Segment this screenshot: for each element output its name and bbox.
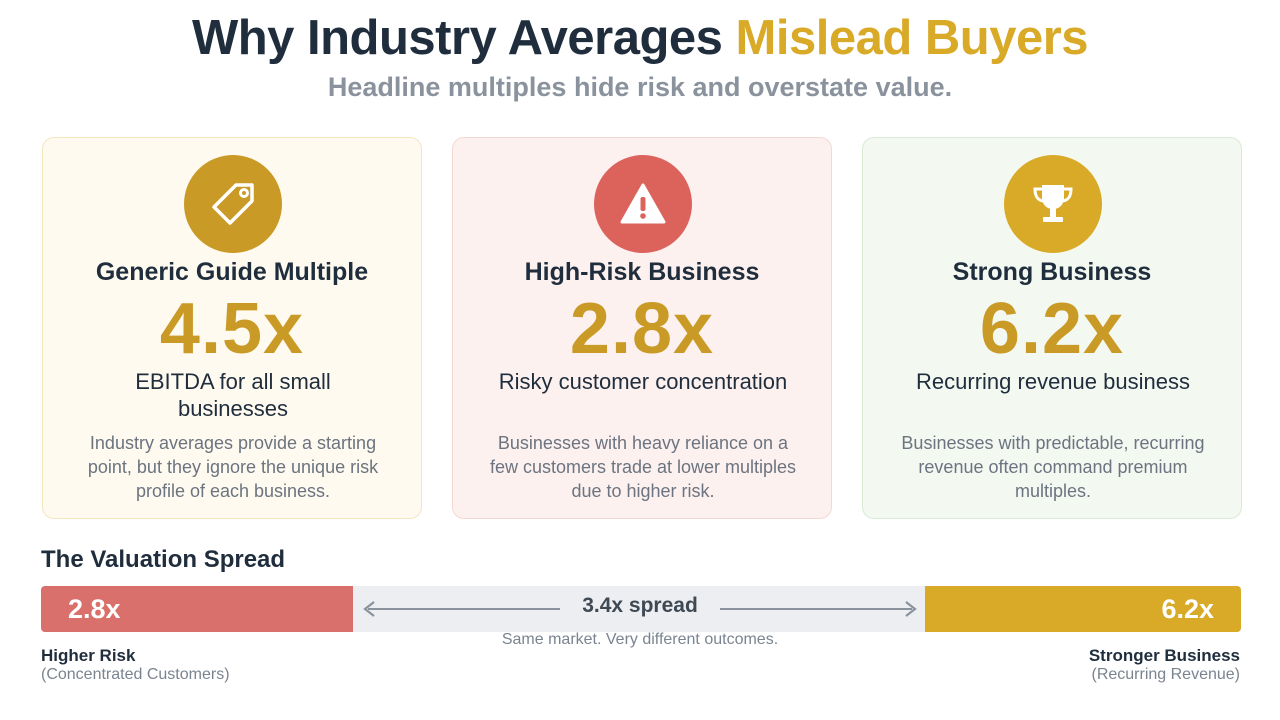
card-description: Recurring revenue business: [916, 369, 1190, 394]
card-body: Businesses with predictable, recurring r…: [901, 433, 1205, 501]
tag-icon: [212, 183, 254, 225]
spread-right-sublabel: (Recurring Revenue): [1091, 666, 1240, 683]
card-description: Risky customer concentration: [498, 369, 788, 394]
trophy-icon-circle: [1004, 155, 1102, 253]
card-multiple: 2.8x: [569, 289, 715, 369]
warning-icon-circle: [594, 155, 692, 253]
spread-bar: [41, 586, 1241, 632]
spread-label: 3.4x spread: [560, 594, 720, 618]
spread-bar-high: [925, 586, 1241, 632]
card-title: High-Risk Business: [524, 258, 760, 286]
spread-left-sublabel: (Concentrated Customers): [41, 666, 230, 683]
spread-left-label: Higher Risk: [41, 646, 136, 665]
card-description: EBITDA for all small businesses: [135, 369, 331, 421]
spread-title: The Valuation Spread: [41, 546, 286, 573]
title-accent: Mislead Buyers: [735, 11, 1089, 65]
card-title: Strong Business: [952, 258, 1152, 286]
card-multiple: 4.5x: [159, 289, 305, 369]
spread-low-value: 2.8x: [68, 594, 121, 624]
card-multiple: 6.2x: [979, 289, 1125, 369]
trophy-icon: [1033, 185, 1073, 222]
card-high-risk: High-Risk Business 2.8x Risky customer c…: [452, 137, 832, 519]
card-title: Generic Guide Multiple: [95, 258, 369, 286]
card-generic-guide: Generic Guide Multiple 4.5x EBITDA for a…: [42, 137, 422, 519]
card-strong-business: Strong Business 6.2x Recurring revenue b…: [862, 137, 1242, 519]
spread-right-label: Stronger Business: [1088, 646, 1240, 665]
spread-bar-low: [41, 586, 353, 632]
page-title: Why Industry Averages Mislead Buyers: [0, 10, 1280, 66]
warning-icon: [620, 183, 666, 224]
card-body: Industry averages provide a starting poi…: [87, 433, 379, 501]
title-main: Why Industry Averages: [191, 11, 723, 65]
spread-caption: Same market. Very different outcomes.: [501, 631, 779, 648]
spread-high-value: 6.2x: [1161, 594, 1214, 624]
card-body: Businesses with heavy reliance on a few …: [489, 433, 797, 501]
tag-icon-circle: [184, 155, 282, 253]
page-subtitle: Headline multiples hide risk and oversta…: [327, 72, 953, 102]
